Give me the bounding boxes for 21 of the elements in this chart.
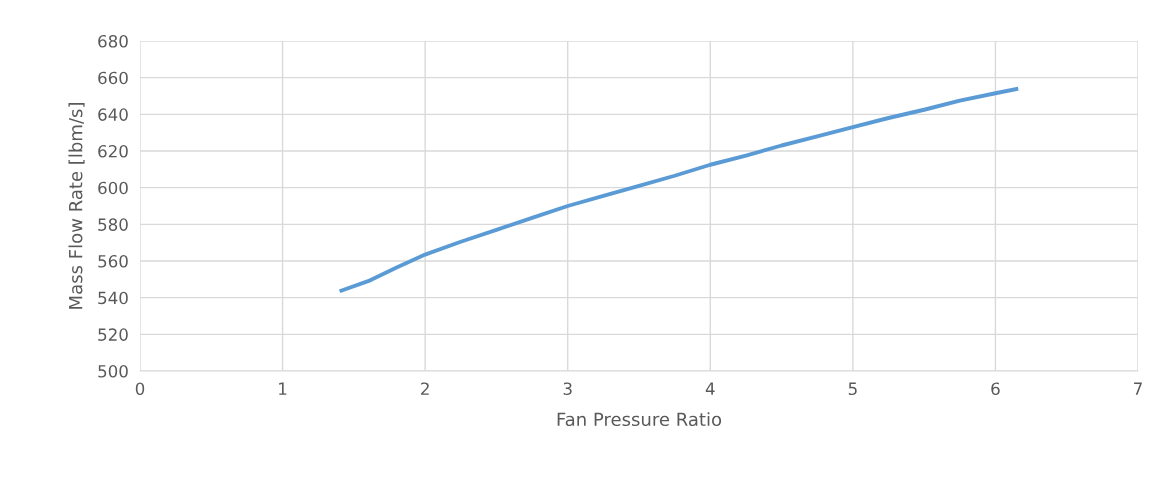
x-tick-label: 0 [135, 382, 145, 396]
y-tick-label: 560 [98, 254, 128, 268]
y-tick-label: 660 [98, 71, 128, 85]
x-tick-label: 2 [421, 382, 429, 395]
x-axis-title: Fan Pressure Ratio [557, 412, 722, 427]
x-tick-label: 6 [991, 382, 1000, 396]
y-tick-label: 520 [98, 328, 128, 341]
y-tick-label: 680 [98, 34, 128, 48]
y-tick-label: 540 [98, 291, 128, 305]
x-tick-label: 3 [563, 382, 572, 396]
y-tick-label: 640 [98, 108, 128, 121]
x-tick-label: 4 [705, 382, 715, 395]
y-tick-label: 620 [98, 144, 128, 158]
y-axis-title: Mass Flow Rate [lbm/s] [68, 103, 85, 309]
y-tick-label: 580 [98, 218, 128, 231]
line-series [337, 86, 1021, 294]
y-tick-label: 600 [98, 181, 128, 195]
x-tick-label: 1 [279, 382, 287, 395]
x-tick-label: 5 [848, 382, 857, 396]
x-tick-label: 7 [1134, 382, 1142, 395]
y-tick-label: 500 [98, 364, 128, 378]
